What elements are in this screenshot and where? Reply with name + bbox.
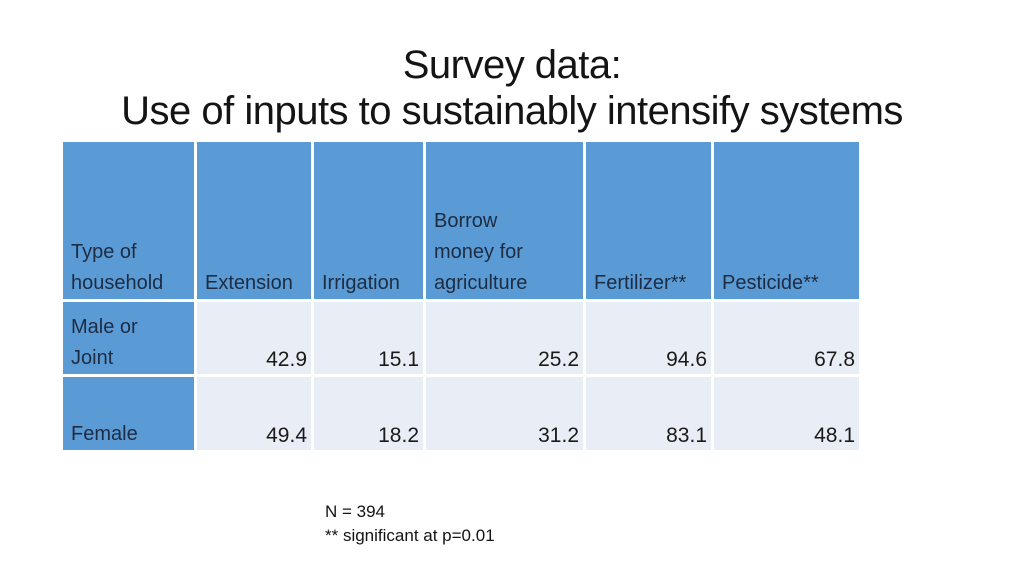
column-header-label: Extension (205, 272, 293, 294)
footnote-significance: ** significant at p=0.01 (325, 526, 495, 545)
table-row-male-or-joint: Male or Joint 42.9 15.1 25.2 94.6 67.8 (63, 302, 862, 377)
table-cell-pesticide: 48.1 (714, 377, 862, 453)
footnote-sample-size: N = 394 (325, 502, 386, 521)
table-cell-irrigation: 18.2 (314, 377, 426, 453)
column-header-fertilizer: Fertilizer** (586, 142, 714, 302)
table-cell-borrow-money: 31.2 (426, 377, 586, 453)
column-header-type-of-household: Type of household (63, 142, 197, 302)
slide-title-line-2: Use of inputs to sustainably intensify s… (121, 89, 903, 133)
footnote: N = 394 ** significant at p=0.01 (325, 500, 495, 548)
slide-title-line-1: Survey data: (402, 43, 622, 87)
column-header-borrow-money: Borrow money for agriculture (426, 142, 586, 302)
column-header-label: Pesticide** (722, 272, 819, 294)
column-header-irrigation: Irrigation (314, 142, 426, 302)
column-header-label: Fertilizer** (594, 272, 687, 294)
table-cell-fertilizer: 94.6 (586, 302, 714, 377)
column-header-label: Type of household (71, 241, 164, 294)
table-cell-borrow-money: 25.2 (426, 302, 586, 377)
column-header-pesticide: Pesticide** (714, 142, 862, 302)
row-header-female: Female (63, 377, 197, 453)
column-header-label: Borrow money for agriculture (434, 210, 528, 294)
table-cell-irrigation: 15.1 (314, 302, 426, 377)
table-row-female: Female 49.4 18.2 31.2 83.1 48.1 (63, 377, 862, 453)
slide-title: Survey data: Use of inputs to sustainabl… (0, 42, 1024, 134)
column-header-label: Irrigation (322, 272, 400, 294)
row-header-label: Female (71, 423, 138, 445)
row-header-male-or-joint: Male or Joint (63, 302, 197, 377)
table-cell-pesticide: 67.8 (714, 302, 862, 377)
row-header-label: Male or Joint (71, 316, 138, 369)
table-header-row: Type of household Extension Irrigation B… (63, 142, 862, 302)
table-cell-extension: 49.4 (197, 377, 314, 453)
table-cell-fertilizer: 83.1 (586, 377, 714, 453)
table-cell-extension: 42.9 (197, 302, 314, 377)
column-header-extension: Extension (197, 142, 314, 302)
survey-data-table: Type of household Extension Irrigation B… (63, 142, 862, 453)
